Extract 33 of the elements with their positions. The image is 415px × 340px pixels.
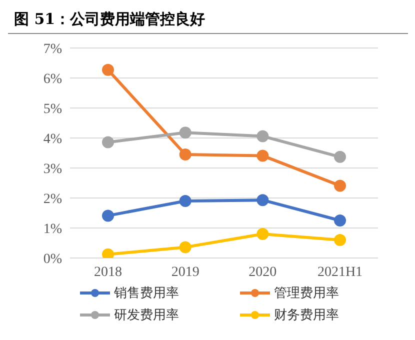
x-tick-label: 2019	[171, 264, 200, 280]
point	[334, 150, 346, 163]
legend-label: 销售费用率	[114, 285, 179, 302]
point	[179, 148, 192, 160]
point	[256, 228, 269, 240]
point	[334, 214, 346, 226]
y-tick-label: 1%	[43, 222, 62, 237]
y-tick-label: 4%	[43, 132, 62, 147]
point	[179, 241, 192, 254]
y-tick-label: 7%	[43, 42, 62, 57]
point	[102, 136, 114, 148]
point	[256, 194, 269, 206]
y-tick-label: 2%	[43, 192, 62, 207]
point	[102, 64, 114, 76]
x-tick-label: 2018	[94, 264, 122, 280]
point	[102, 248, 114, 258]
y-tick-label: 3%	[43, 162, 62, 177]
y-tick-label: 0%	[43, 252, 62, 267]
point	[102, 210, 114, 222]
x-tick-label: 2021H1	[317, 264, 363, 280]
legend-label: 管理费用率	[274, 285, 339, 302]
point	[179, 195, 192, 207]
point	[334, 234, 346, 246]
y-tick-label: 6%	[43, 72, 62, 87]
legend-label: 财务费用率	[274, 307, 339, 324]
point	[334, 180, 346, 192]
chart-title: 图 51：公司费用端管控良好	[8, 8, 408, 34]
point	[179, 126, 192, 139]
point	[256, 150, 269, 162]
point	[256, 130, 269, 142]
y-tick-label: 5%	[43, 102, 62, 117]
x-tick-label: 2020	[248, 264, 277, 280]
legend-label: 研发费用率	[114, 307, 179, 324]
